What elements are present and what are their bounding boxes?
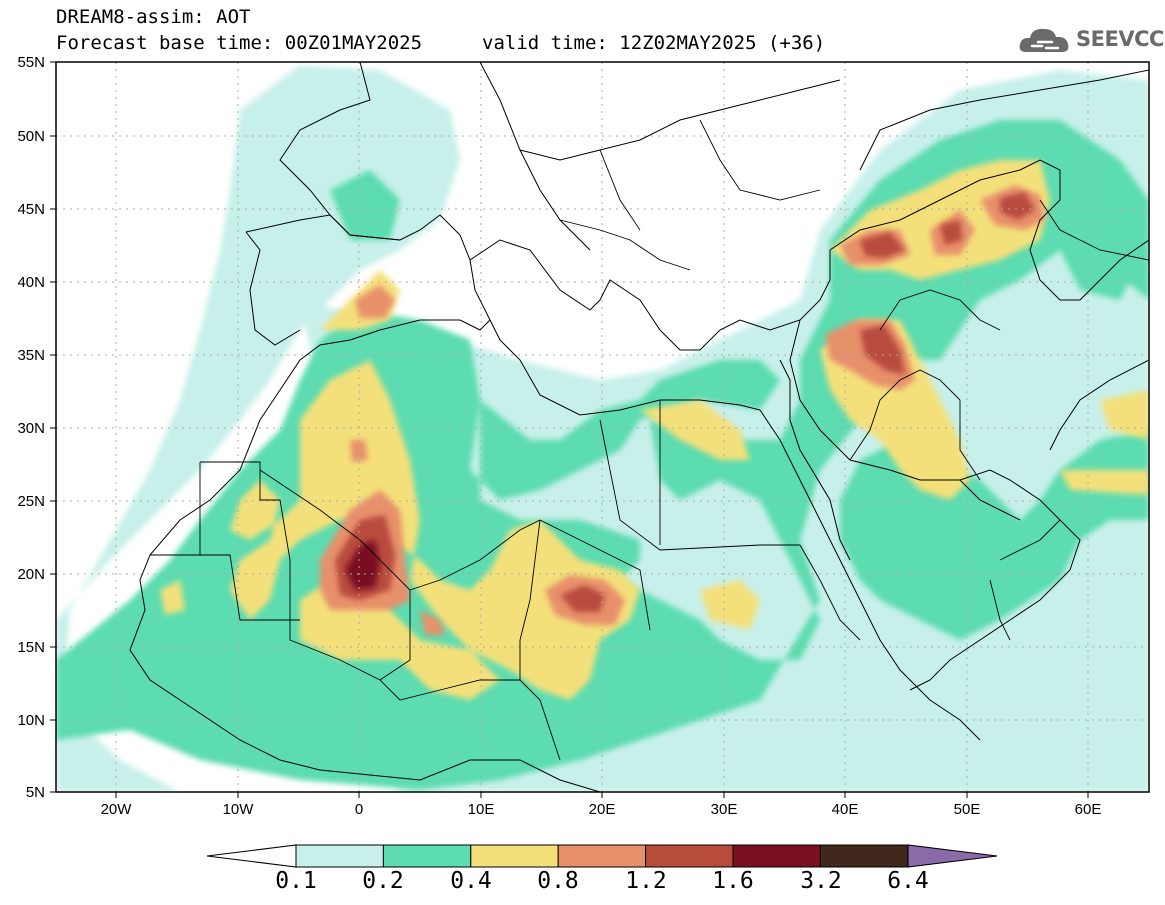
lon-label: 20W [101, 801, 133, 818]
longitude-labels: 20W 10W 0 10E 20E 30E 40E 50E 60E [101, 801, 1102, 818]
colorbar-swatch [382, 844, 472, 868]
colorbar-swatch [470, 844, 559, 868]
lat-label: 45N [17, 201, 45, 218]
lon-label: 20E [589, 801, 616, 818]
cloud-icon [1019, 28, 1069, 52]
lon-label: 50E [954, 801, 981, 818]
colorbar-label: 6.4 [887, 868, 929, 894]
seevccc-logo: SEEVCCC [1018, 24, 1165, 56]
lat-label: 20N [17, 566, 45, 583]
lat-label: 25N [17, 493, 45, 510]
colorbar-label: 0.2 [362, 868, 404, 894]
lat-label: 5N [26, 784, 45, 801]
coastlines [129, 62, 1149, 792]
colorbar-label: 1.6 [712, 868, 754, 894]
colorbar-low-triangle [206, 844, 297, 868]
map-title: DREAM8-assim: AOT [56, 6, 251, 28]
lat-label: 10N [17, 712, 45, 729]
lat-label: 55N [17, 54, 45, 71]
country-borders [150, 119, 1149, 761]
colorbar-labels: 0.1 0.2 0.4 0.8 1.2 1.6 3.2 6.4 [0, 868, 1165, 898]
lat-label: 30N [17, 420, 45, 437]
lat-label: 50N [17, 128, 45, 145]
colorbar-swatch [295, 844, 384, 868]
colorbar-label: 0.4 [450, 868, 492, 894]
colorbar-label: 3.2 [800, 868, 842, 894]
axis-ticks [50, 61, 1089, 798]
valid-time: valid time: 12Z02MAY2025 (+36) [482, 32, 826, 54]
lat-label: 15N [17, 639, 45, 656]
colorbar-label: 1.2 [625, 868, 667, 894]
lon-label: 30E [711, 801, 738, 818]
colorbar-label: 0.1 [275, 868, 317, 894]
base-time: Forecast base time: 00Z01MAY2025 [56, 32, 423, 54]
colorbar [206, 844, 998, 868]
logo-text: SEEVCCC [1076, 27, 1165, 51]
lon-label: 0 [355, 801, 363, 818]
lon-label: 10W [223, 801, 255, 818]
lon-label: 60E [1075, 801, 1102, 818]
map-grid [56, 62, 1149, 792]
lon-label: 10E [468, 801, 495, 818]
colorbar-label: 0.8 [537, 868, 579, 894]
colorbar-swatch [819, 844, 909, 868]
lon-label: 40E [832, 801, 859, 818]
lat-label: 35N [17, 347, 45, 364]
colorbar-swatch [732, 844, 821, 868]
colorbar-swatch [557, 844, 647, 868]
lat-label: 40N [17, 274, 45, 291]
latitude-labels: 55N 50N 45N 40N 35N 30N 25N 20N 15N 10N … [17, 54, 45, 801]
colorbar-swatch [645, 844, 734, 868]
colorbar-high-triangle [907, 844, 998, 868]
